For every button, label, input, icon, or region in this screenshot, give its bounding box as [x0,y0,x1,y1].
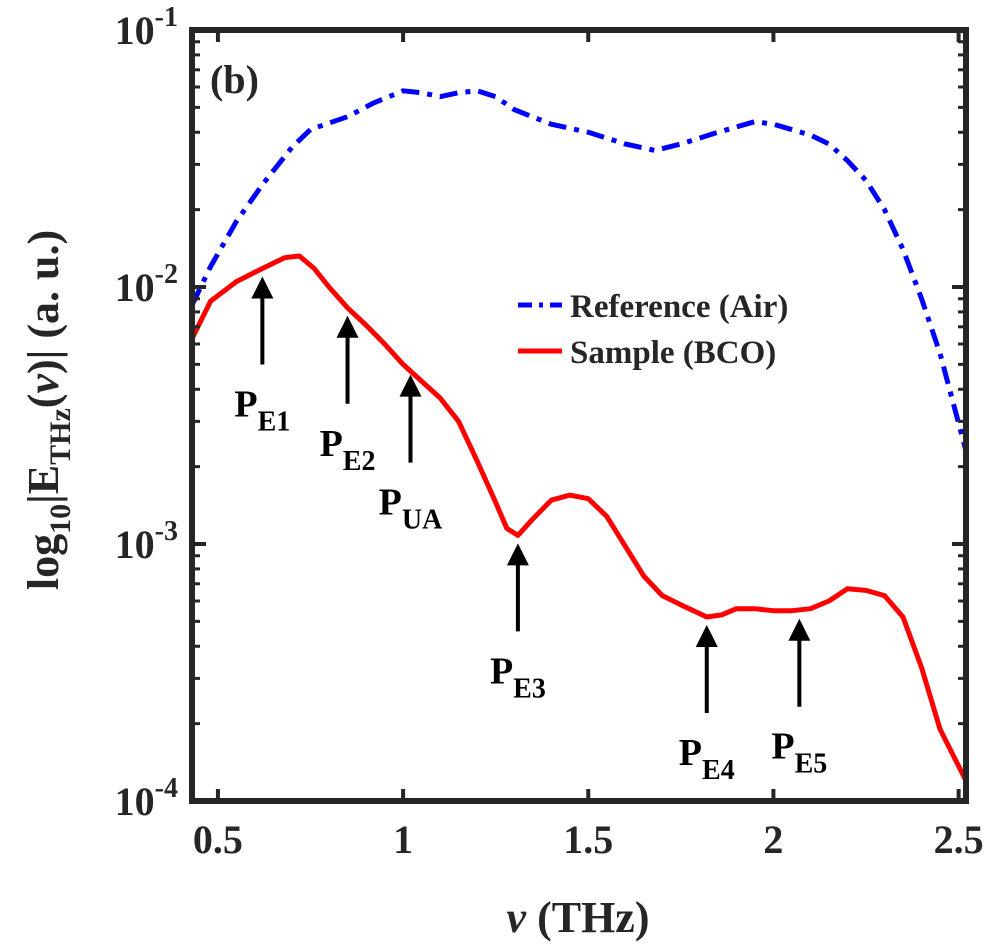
x-tick-label: 2.5 [934,817,984,862]
panel-label: (b) [210,57,259,102]
x-tick-label: 1 [393,817,413,862]
x-axis-title: ν (THz) [507,893,650,942]
series-line-sample [189,253,969,782]
y-tick-label: 10-2 [115,259,178,310]
series-line-reference [189,88,969,452]
annotation-arrow-head [788,618,811,641]
x-tick-label: 0.5 [193,817,243,862]
annotation-arrow-head [251,276,274,299]
legend-label-reference: Reference (Air) [570,289,788,325]
annotation-label-e1: PE1 [234,384,290,438]
annotation-label-e2: PE2 [320,423,376,477]
legend: Reference (Air) Sample (BCO) [518,289,788,371]
x-tick-label: 1.5 [563,817,613,862]
annotation-label-e4: PE4 [679,732,735,786]
annotation-label-e3: PE3 [490,650,546,704]
annotation-arrow-head [399,374,422,397]
y-tick-label: 10-3 [115,516,178,567]
annotation-label-ua: PUA [379,482,443,536]
y-axis-title: log10|ETHz(ν)| (a. u.) [19,230,77,590]
annotation-arrow-head [506,543,529,566]
y-tick-label: 10-1 [115,2,178,53]
annotation-arrow-head [336,315,359,338]
legend-label-sample: Sample (BCO) [570,335,776,371]
axes-frame [189,27,969,804]
annotation-arrow-head [695,624,718,647]
annotation-label-e5: PE5 [771,726,827,780]
y-tick-label: 10-4 [115,773,178,824]
x-tick-label: 2 [763,817,783,862]
